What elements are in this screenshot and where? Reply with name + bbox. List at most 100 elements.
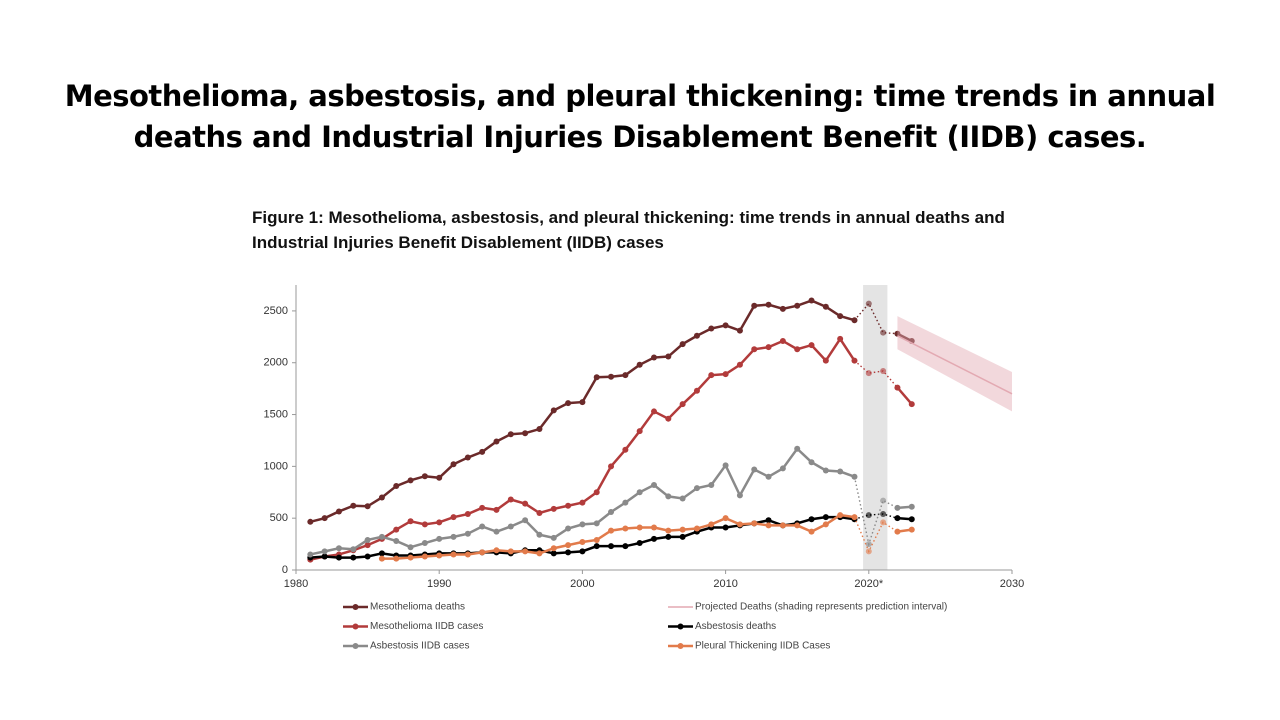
point bbox=[464, 511, 471, 518]
point bbox=[679, 495, 686, 502]
prediction-interval bbox=[897, 316, 1012, 412]
point bbox=[837, 313, 844, 320]
point bbox=[335, 554, 342, 561]
legend-marker bbox=[352, 604, 359, 610]
point bbox=[851, 317, 858, 324]
point bbox=[493, 547, 500, 554]
point bbox=[908, 401, 915, 408]
point bbox=[708, 482, 715, 489]
legend-marker bbox=[677, 623, 684, 630]
point bbox=[593, 520, 600, 527]
point bbox=[708, 325, 715, 332]
x-tick-label: 2030 bbox=[1000, 578, 1024, 590]
point bbox=[693, 485, 700, 492]
x-tick-label: 2010 bbox=[713, 578, 737, 590]
point bbox=[407, 544, 414, 551]
point bbox=[808, 528, 815, 535]
point bbox=[565, 549, 572, 556]
point bbox=[608, 373, 615, 380]
point bbox=[837, 468, 844, 475]
legend-label: Asbestosis IIDB cases bbox=[370, 641, 469, 652]
point bbox=[636, 489, 643, 496]
point bbox=[464, 530, 471, 537]
point bbox=[593, 536, 600, 543]
point bbox=[378, 533, 385, 540]
point bbox=[622, 446, 629, 453]
point bbox=[679, 533, 686, 540]
point bbox=[579, 521, 586, 528]
point bbox=[651, 482, 657, 489]
point bbox=[507, 548, 514, 555]
point bbox=[794, 522, 801, 529]
point bbox=[837, 512, 844, 519]
point bbox=[765, 344, 772, 351]
point bbox=[450, 514, 457, 521]
x-tick-label: 2020* bbox=[854, 578, 883, 590]
legend-marker bbox=[352, 643, 359, 649]
point bbox=[865, 541, 872, 548]
point bbox=[894, 515, 901, 522]
point bbox=[450, 551, 457, 558]
point bbox=[808, 342, 815, 349]
point bbox=[722, 322, 729, 329]
point bbox=[479, 523, 486, 530]
point bbox=[622, 543, 629, 550]
point bbox=[479, 549, 486, 556]
point bbox=[436, 474, 443, 481]
point bbox=[393, 555, 400, 562]
point bbox=[479, 504, 486, 511]
point bbox=[608, 527, 615, 534]
point bbox=[636, 524, 643, 531]
point bbox=[507, 523, 514, 530]
point bbox=[722, 462, 729, 469]
point bbox=[550, 545, 557, 552]
point bbox=[550, 505, 557, 512]
projection-line bbox=[897, 335, 1013, 395]
legend-label: Mesothelioma deaths bbox=[370, 602, 465, 613]
point bbox=[865, 300, 872, 307]
point bbox=[464, 551, 471, 558]
point bbox=[522, 517, 529, 524]
point bbox=[722, 515, 729, 522]
point bbox=[865, 548, 872, 555]
point bbox=[536, 550, 543, 557]
point bbox=[507, 496, 514, 503]
point bbox=[335, 545, 342, 552]
point bbox=[622, 372, 629, 379]
point bbox=[307, 518, 314, 525]
legend-marker bbox=[677, 643, 684, 649]
point bbox=[751, 466, 758, 473]
point bbox=[894, 528, 901, 535]
point bbox=[765, 301, 772, 308]
point bbox=[779, 337, 786, 344]
point bbox=[679, 341, 686, 348]
point bbox=[693, 332, 700, 339]
line-dotted bbox=[854, 360, 898, 389]
y-tick-label: 1500 bbox=[264, 408, 288, 420]
point bbox=[393, 526, 400, 533]
point bbox=[307, 551, 314, 558]
line bbox=[310, 299, 855, 524]
point bbox=[364, 542, 371, 549]
point bbox=[651, 408, 657, 415]
point bbox=[651, 354, 657, 361]
point bbox=[593, 489, 600, 496]
point bbox=[693, 525, 700, 532]
point bbox=[550, 534, 557, 541]
y-tick-label: 2500 bbox=[264, 305, 288, 317]
point bbox=[822, 521, 829, 528]
point bbox=[536, 510, 543, 516]
point bbox=[579, 499, 586, 506]
point bbox=[493, 506, 500, 513]
point bbox=[393, 483, 400, 490]
point bbox=[751, 520, 758, 527]
point bbox=[421, 473, 428, 480]
y-tick-label: 1000 bbox=[264, 460, 288, 472]
point bbox=[493, 528, 500, 535]
y-tick-label: 0 bbox=[282, 564, 288, 576]
line bbox=[896, 386, 913, 405]
point bbox=[565, 542, 572, 549]
point bbox=[350, 546, 357, 553]
point bbox=[579, 548, 586, 555]
